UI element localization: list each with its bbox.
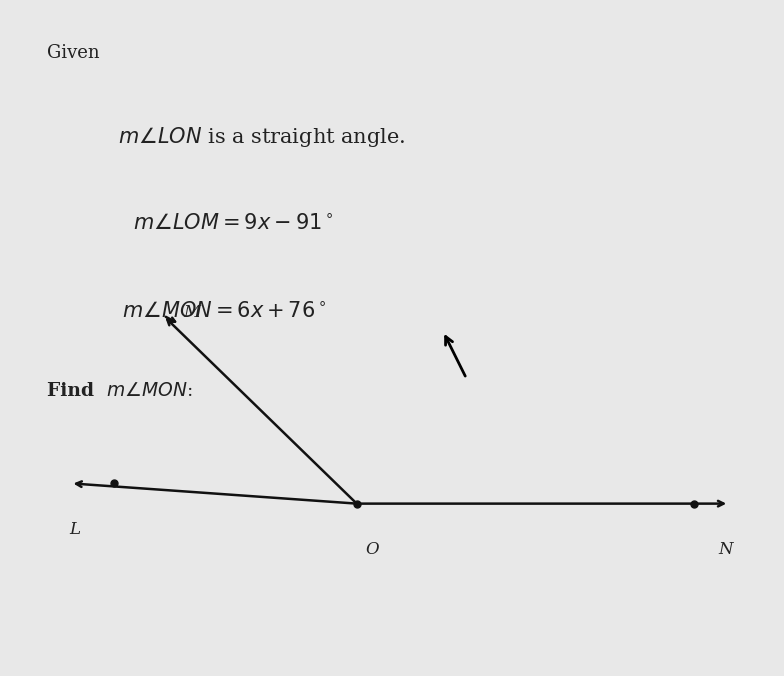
Text: N: N bbox=[718, 541, 732, 558]
Text: O: O bbox=[365, 541, 379, 558]
Text: $m\angle LOM = 9x - 91^\circ$: $m\angle LOM = 9x - 91^\circ$ bbox=[133, 213, 334, 233]
Text: M: M bbox=[183, 304, 200, 320]
Text: $m\angle MON$:: $m\angle MON$: bbox=[106, 382, 192, 400]
Text: $m\angle MON = 6x + 76^\circ$: $m\angle MON = 6x + 76^\circ$ bbox=[122, 301, 326, 321]
Text: Find: Find bbox=[47, 382, 100, 400]
Text: $m\angle LON$ is a straight angle.: $m\angle LON$ is a straight angle. bbox=[118, 125, 405, 149]
Text: Given: Given bbox=[47, 44, 100, 62]
Text: L: L bbox=[69, 521, 80, 537]
